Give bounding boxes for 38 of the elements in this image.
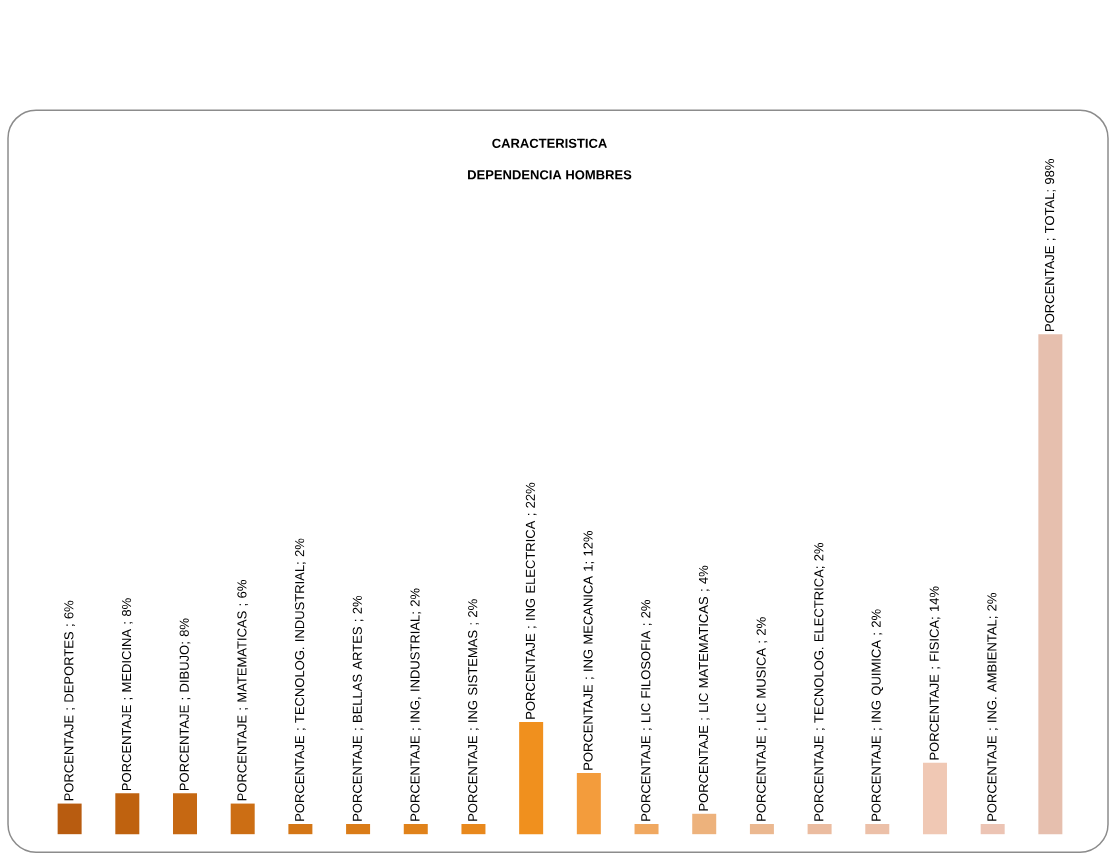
data-label: PORCENTAJE ; ING MECANICA 1; 12%: [583, 530, 595, 770]
bar: [692, 813, 717, 835]
bar: [865, 823, 890, 835]
data-label: PORCENTAJE ; ING ELECTRICA ; 22%: [525, 482, 537, 719]
chart-title: CARACTERISTICA: [492, 138, 607, 148]
data-label: PORCENTAJE ; MEDICINA ; 8%: [121, 598, 133, 791]
data-label: PORCENTAJE ; LIC MATEMATICAS ; 4%: [698, 565, 710, 811]
bar: [807, 823, 832, 835]
data-label: PORCENTAJE ; LIC FILOSOFIA ; 2%: [641, 599, 652, 821]
data-label: PORCENTAJE ; TECNOLOG. ELECTRICA; 2%: [814, 542, 825, 821]
bar: [115, 793, 140, 835]
bar: [576, 772, 601, 835]
bar: [173, 793, 198, 835]
data-label: PORCENTAJE ; DEPORTES ; 6%: [64, 600, 75, 801]
data-label: PORCENTAJE ; MATEMATICAS ; 6%: [237, 580, 249, 801]
bar: [634, 823, 659, 835]
bar: [230, 803, 255, 835]
data-label: PORCENTAJE ; FISICA; 14%: [929, 586, 941, 760]
bar: [57, 803, 82, 835]
bar: [288, 823, 313, 835]
bar: [749, 823, 774, 835]
bar: [461, 823, 486, 835]
bar: [519, 721, 544, 835]
data-label: PORCENTAJE ; ING QUIMICA ; 2%: [871, 609, 884, 821]
bar: [980, 823, 1005, 835]
bar: [403, 823, 428, 835]
data-label: PORCENTAJE ; LIC MUSICA ; 2%: [756, 617, 768, 821]
data-label: PORCENTAJE ; ING SISTEMAS ; 2%: [468, 599, 479, 821]
chart-subtitle: DEPENDENCIA HOMBRES: [468, 170, 632, 180]
bar: [1038, 334, 1063, 835]
data-label: PORCENTAJE ; ING. AMBIENTAL; 2%: [987, 592, 999, 821]
bar: [346, 823, 371, 835]
data-label: PORCENTAJE ; TECNOLOG. INDUSTRIAL; 2%: [295, 538, 306, 821]
bar: [922, 762, 947, 835]
data-label: PORCENTAJE ; TOTAL; 98%: [1044, 158, 1056, 331]
data-label: PORCENTAJE ; BELLAS ARTES ; 2%: [352, 595, 364, 821]
data-label: PORCENTAJE ; ING, INDUSTRIAL; 2%: [410, 588, 422, 821]
data-label: PORCENTAJE ; DIBUJO; 8%: [179, 618, 191, 791]
